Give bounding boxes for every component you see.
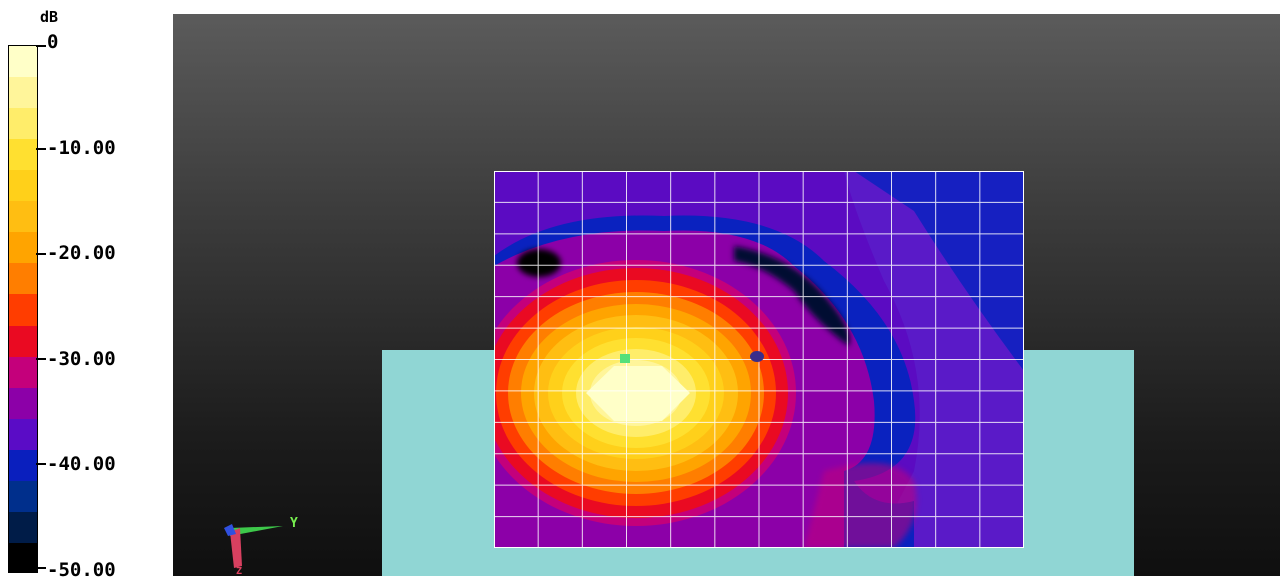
legend-swatch <box>9 232 37 265</box>
legend-tick-minus-50: -50.00 <box>47 559 116 581</box>
legend-tick-minus-30: -30.00 <box>47 348 116 370</box>
legend-color-bar <box>8 45 38 573</box>
3d-viewport[interactable]: Y Z <box>173 14 1280 576</box>
legend-tick-mark <box>36 463 46 465</box>
legend-swatch <box>9 356 37 389</box>
legend-swatch <box>9 170 37 203</box>
legend-swatch <box>9 387 37 420</box>
legend-swatch <box>9 139 37 172</box>
z-axis-label: Z <box>236 566 243 576</box>
legend-tick-mark <box>36 358 46 360</box>
legend-swatch <box>9 542 37 572</box>
legend-swatch <box>9 418 37 451</box>
legend-tick-minus-40: -40.00 <box>47 453 116 475</box>
axis-triad: Y Z <box>218 514 318 576</box>
legend-tick-mark <box>36 253 46 255</box>
legend-swatch <box>9 480 37 513</box>
legend-tick-minus-10: -10.00 <box>47 137 116 159</box>
legend-swatch <box>9 201 37 234</box>
legend-tick-0: 0 <box>47 31 59 53</box>
legend-swatch <box>9 511 37 544</box>
color-legend: dB 0 -10.00 -20.00 -30.00 -40.00 -50.00 <box>0 0 170 580</box>
legend-swatch <box>9 108 37 141</box>
legend-swatch <box>9 449 37 482</box>
legend-tick-mark <box>36 148 46 150</box>
axis-triad-icon <box>224 524 283 568</box>
legend-unit-label: dB <box>40 8 59 26</box>
legend-tick-mark <box>36 45 46 47</box>
legend-tick-minus-20: -20.00 <box>47 242 116 264</box>
legend-tick-mark <box>36 567 46 569</box>
y-axis-label: Y <box>290 516 298 531</box>
source-marker[interactable] <box>620 354 630 363</box>
legend-swatch <box>9 46 37 78</box>
legend-swatch <box>9 77 37 110</box>
receiver-marker[interactable] <box>750 351 764 362</box>
legend-swatch <box>9 263 37 296</box>
legend-swatch <box>9 325 37 358</box>
legend-swatch <box>9 294 37 327</box>
